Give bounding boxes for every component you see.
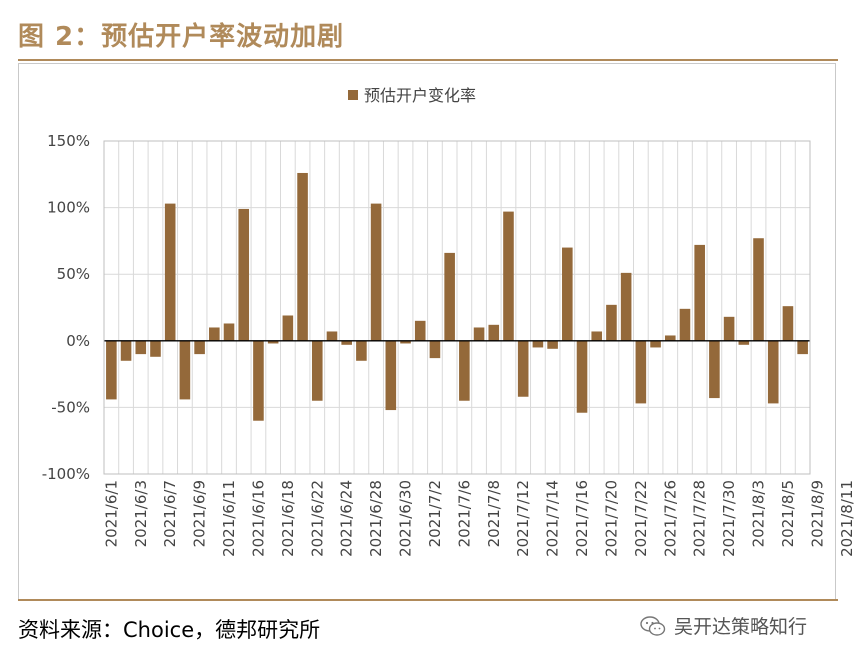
- bar: [194, 340, 205, 355]
- bar: [135, 340, 147, 355]
- bar: [547, 340, 558, 349]
- x-tick-label: 2021/6/1: [102, 480, 120, 547]
- bar: [267, 340, 279, 344]
- bar: [694, 244, 705, 341]
- bar: [370, 203, 382, 341]
- bar: [106, 340, 117, 400]
- plot-area-border: [103, 140, 811, 475]
- bar: [753, 238, 764, 341]
- bar: [620, 272, 632, 341]
- x-tick-label: 2021/6/16: [249, 480, 267, 557]
- x-tick-label: 2021/7/16: [573, 480, 591, 557]
- bar: [503, 211, 514, 341]
- x-tick-label: 2021/7/8: [485, 480, 503, 547]
- y-tick-label: 100%: [47, 199, 90, 217]
- x-tick-label: 2021/6/11: [220, 480, 238, 557]
- x-tick-label: 2021/7/14: [544, 480, 562, 557]
- x-tick-label: 2021/7/28: [691, 480, 709, 557]
- x-tick-label: 2021/6/24: [338, 480, 356, 557]
- bar: [767, 340, 779, 404]
- x-tick-label: 2021/8/11: [838, 480, 854, 557]
- bar: [532, 340, 544, 348]
- bar: [164, 203, 176, 341]
- x-tick-label: 2021/7/30: [720, 480, 738, 557]
- bar: [326, 331, 338, 341]
- bar: [253, 340, 264, 421]
- x-tick-label: 2021/8/3: [750, 480, 768, 547]
- x-tick-label: 2021/7/22: [632, 480, 650, 557]
- legend-swatch: [348, 90, 358, 100]
- bar: [341, 340, 352, 345]
- x-tick-label: 2021/6/28: [367, 480, 385, 557]
- bar: [650, 340, 661, 348]
- bar: [679, 308, 691, 341]
- bar: [223, 323, 235, 341]
- bar: [356, 340, 367, 361]
- x-tick-label: 2021/6/22: [308, 480, 326, 557]
- bar: [738, 340, 750, 345]
- legend-label: 预估开户变化率: [364, 86, 476, 105]
- bar: [385, 340, 397, 411]
- bar: [517, 340, 529, 397]
- wechat-icon: [640, 615, 666, 636]
- y-tick-label: 150%: [47, 132, 90, 150]
- bar: [459, 340, 470, 401]
- bar: [120, 340, 132, 361]
- source-note: 资料来源：Choice，德邦研究所: [18, 618, 321, 642]
- bar: [400, 340, 411, 344]
- x-tick-label: 2021/8/5: [779, 480, 797, 547]
- chart-legend: 预估开户变化率: [348, 86, 476, 105]
- bar: [797, 340, 808, 355]
- bar: [591, 331, 603, 341]
- bar: [414, 320, 426, 341]
- y-tick-label: 50%: [57, 265, 90, 283]
- bar: [664, 335, 676, 341]
- bar: [282, 315, 294, 341]
- bar: [782, 306, 794, 341]
- x-tick-label: 2021/6/18: [279, 480, 297, 557]
- x-tick-label: 2021/7/6: [455, 480, 473, 547]
- bar: [606, 304, 617, 341]
- bottom-divider: [18, 599, 838, 601]
- bar: [723, 316, 735, 341]
- x-tick-label: 2021/8/9: [808, 480, 826, 547]
- bar: [709, 340, 720, 399]
- x-tick-label: 2021/7/2: [426, 480, 444, 547]
- bar: [429, 340, 441, 359]
- x-tick-label: 2021/6/3: [132, 480, 150, 547]
- x-tick-label: 2021/6/30: [397, 480, 415, 557]
- y-tick-label: 0%: [66, 332, 90, 350]
- watermark-text: 吴开达策略知行: [674, 616, 808, 638]
- y-tick-label: -100%: [42, 465, 90, 483]
- bar: [635, 340, 647, 404]
- bar: [150, 340, 161, 357]
- bar: [238, 208, 250, 341]
- bar: [209, 327, 220, 341]
- x-tick-label: 2021/7/20: [602, 480, 620, 557]
- bar: [576, 340, 588, 413]
- watermark: 吴开达策略知行: [640, 612, 807, 639]
- top-divider: [18, 59, 838, 61]
- bar: [444, 252, 455, 341]
- bar-chart: 预估开户变化率 -100% -50% 0% 50% 100% 150% 2021/6/1 2…: [42, 86, 854, 557]
- x-tick-label: 2021/7/12: [514, 480, 532, 557]
- figure-title: 图 2：预估开户率波动加剧: [18, 22, 345, 52]
- bar: [488, 324, 500, 341]
- y-tick-label: -50%: [51, 398, 90, 416]
- x-tick-label: 2021/6/7: [161, 480, 179, 547]
- bar: [179, 340, 191, 400]
- bar: [297, 172, 308, 341]
- bar: [562, 247, 573, 341]
- x-tick-label: 2021/7/26: [661, 480, 679, 557]
- bar: [311, 340, 323, 401]
- bar: [473, 327, 485, 341]
- x-tick-label: 2021/6/9: [191, 480, 209, 547]
